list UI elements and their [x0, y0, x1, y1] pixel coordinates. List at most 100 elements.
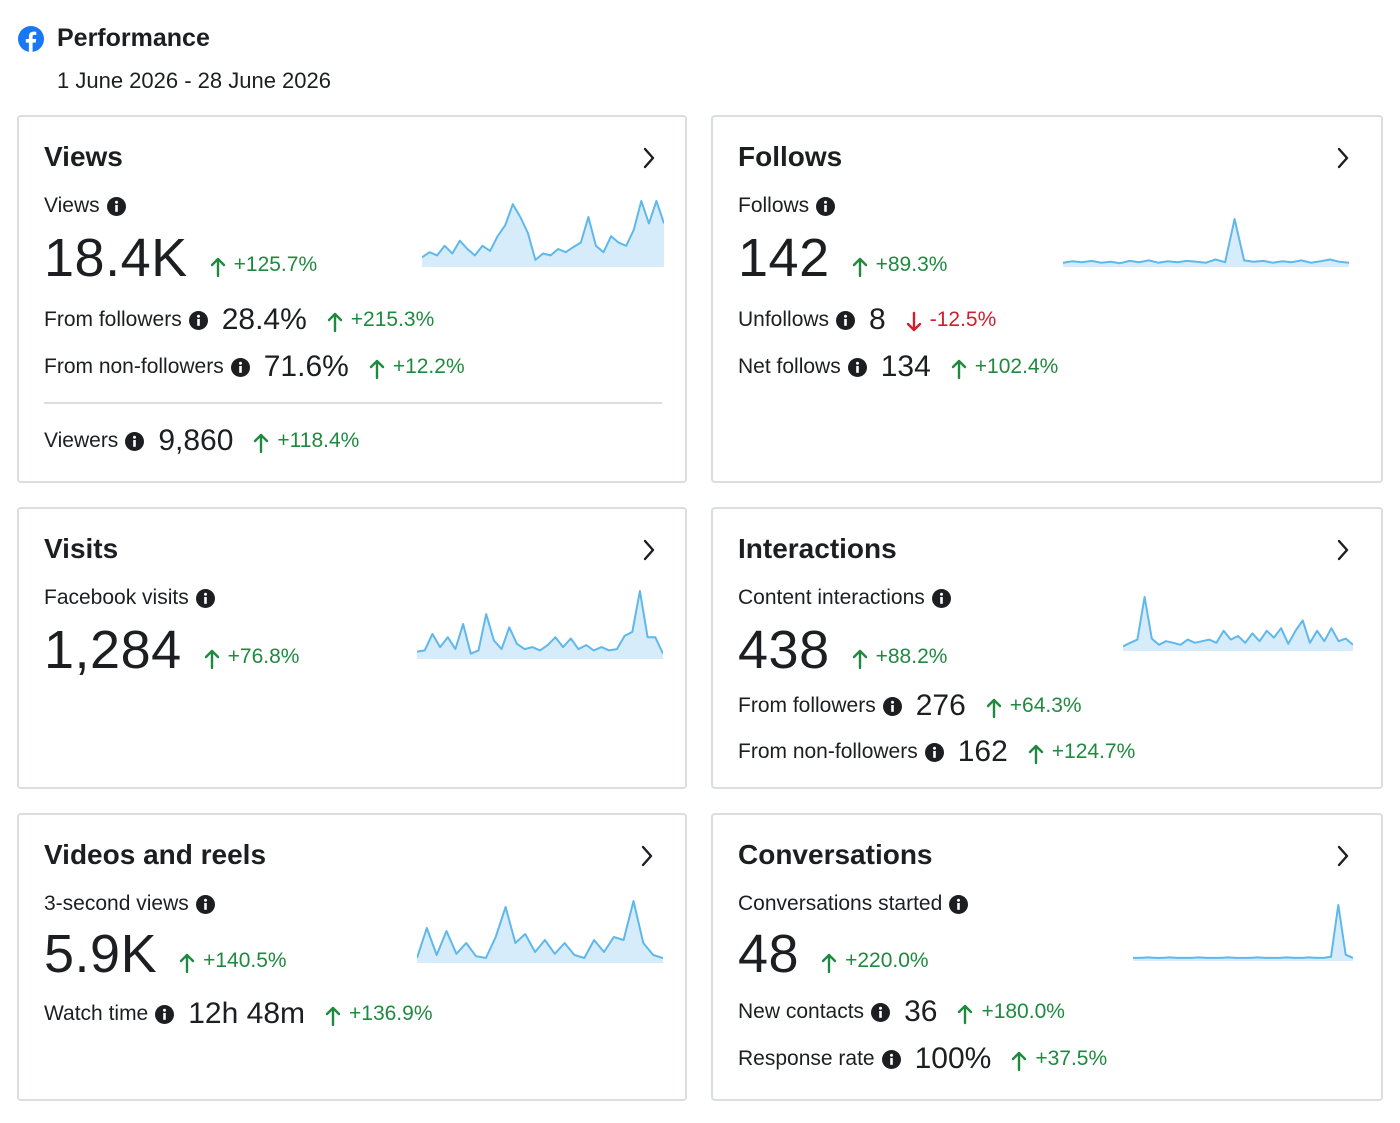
follows-value: 142 — [738, 228, 830, 288]
info-icon[interactable] — [106, 196, 126, 216]
response-rate-row: Response rate 100% +37.5% — [738, 1042, 1108, 1075]
views-from-non-followers-row: From non-followers 71.6% +12.2% — [44, 350, 465, 383]
info-icon[interactable] — [816, 196, 836, 216]
views-from-non-followers-change: +12.2% — [369, 355, 465, 380]
follows-value-row: 142 +89.3% — [738, 227, 947, 289]
info-icon[interactable] — [924, 742, 944, 762]
visits-sparkline — [417, 590, 663, 659]
visits-value-row: 1,284 +76.8% — [44, 619, 299, 681]
chevron-right-icon[interactable] — [1333, 843, 1353, 869]
visits-metric-label: Facebook visits — [44, 586, 215, 610]
arrow-up-icon — [210, 257, 225, 278]
card-title: Follows — [738, 141, 843, 172]
arrow-up-icon — [179, 953, 195, 974]
watch-time-row: Watch time 12h 48m +136.9% — [44, 997, 433, 1030]
net-follows-row: Net follows 134 +102.4% — [738, 350, 1059, 383]
visits-value: 1,284 — [44, 620, 182, 680]
info-icon[interactable] — [871, 1002, 891, 1022]
arrow-up-icon — [327, 312, 342, 333]
conversations-change: +220.0% — [821, 949, 929, 974]
info-icon[interactable] — [949, 894, 969, 914]
arrow-up-icon — [852, 257, 867, 278]
info-icon[interactable] — [195, 894, 215, 914]
videos-card[interactable]: Videos and reels 3-second views 5.9K +14… — [17, 813, 687, 1101]
sparkline-area — [422, 201, 664, 267]
sparkline-area — [1063, 219, 1349, 267]
interactions-value-row: 438 +88.2% — [738, 619, 947, 681]
page-header: Performance 1 June 2026 - 28 June 2026 — [18, 24, 331, 93]
info-icon[interactable] — [931, 588, 951, 608]
info-icon[interactable] — [195, 588, 215, 608]
viewers-change: +118.4% — [253, 429, 359, 454]
page-title: Performance — [57, 24, 210, 52]
chevron-right-icon[interactable] — [1333, 537, 1353, 563]
chevron-right-icon[interactable] — [637, 843, 657, 869]
info-icon[interactable] — [230, 357, 250, 377]
info-icon[interactable] — [125, 431, 145, 451]
sparkline-line — [1063, 218, 1349, 265]
sparkline-line — [1123, 596, 1353, 648]
info-icon[interactable] — [882, 696, 902, 716]
follows-change: +89.3% — [852, 253, 947, 278]
info-icon[interactable] — [847, 357, 867, 377]
arrow-down-icon — [906, 311, 921, 332]
info-icon[interactable] — [881, 1049, 901, 1069]
sparkline-area — [417, 591, 663, 659]
videos-value: 5.9K — [44, 924, 158, 984]
videos-sparkline — [417, 900, 663, 963]
views-from-non-followers-value: 71.6% — [263, 350, 349, 383]
visits-card[interactable]: Visits Facebook visits 1,284 +76.8% — [17, 507, 687, 789]
chevron-right-icon[interactable] — [639, 145, 659, 171]
viewers-value: 9,860 — [158, 424, 234, 457]
arrow-up-icon — [369, 359, 385, 380]
date-range: 1 June 2026 - 28 June 2026 — [57, 68, 332, 93]
videos-change: +140.5% — [179, 949, 287, 974]
watch-time-change: +136.9% — [325, 1002, 433, 1027]
card-title: Interactions — [738, 533, 897, 564]
response-rate-value: 100% — [914, 1042, 992, 1075]
follows-card[interactable]: Follows Follows 142 +89.3% Unfollows 8 -… — [711, 115, 1383, 483]
conversations-card[interactable]: Conversations Conversations started 48 +… — [711, 813, 1383, 1101]
videos-value-row: 5.9K +140.5% — [44, 923, 287, 985]
interactions-value: 438 — [738, 620, 830, 680]
interactions-sparkline — [1123, 596, 1353, 651]
sparkline-area — [1123, 597, 1353, 651]
info-icon[interactable] — [188, 310, 208, 330]
new-contacts-value: 36 — [904, 995, 938, 1028]
views-from-followers-change: +215.3% — [327, 308, 434, 333]
unfollows-row: Unfollows 8 -12.5% — [738, 303, 997, 336]
unfollows-change: -12.5% — [906, 308, 996, 332]
conversations-value: 48 — [738, 924, 800, 984]
interactions-from-non-followers-change: +124.7% — [1028, 740, 1135, 765]
views-from-followers-row: From followers 28.4% +215.3% — [44, 303, 435, 336]
interactions-from-non-followers-row: From non-followers 162 +124.7% — [738, 735, 1136, 768]
card-title: Views — [44, 141, 123, 172]
visits-change: +76.8% — [204, 645, 299, 670]
interactions-from-followers-value: 276 — [915, 689, 966, 722]
interactions-from-followers-row: From followers 276 +64.3% — [738, 689, 1082, 722]
views-sparkline — [422, 200, 664, 267]
net-follows-value: 134 — [880, 350, 931, 383]
viewers-row: Viewers 9,860 +118.4% — [44, 424, 360, 457]
arrow-up-icon — [958, 1004, 973, 1025]
views-value-row: 18.4K +125.7% — [44, 227, 317, 289]
info-icon[interactable] — [836, 310, 856, 330]
net-follows-change: +102.4% — [951, 355, 1058, 380]
chevron-right-icon[interactable] — [1333, 145, 1353, 171]
chevron-right-icon[interactable] — [639, 537, 659, 563]
sparkline-area — [1133, 905, 1353, 961]
conversations-value-row: 48 +220.0% — [738, 923, 929, 985]
views-metric-label: Views — [44, 194, 126, 218]
arrow-up-icon — [951, 359, 966, 380]
conversations-metric-label: Conversations started — [738, 892, 969, 916]
arrow-up-icon — [325, 1006, 341, 1027]
card-title: Videos and reels — [44, 839, 267, 870]
card-title: Conversations — [738, 839, 933, 870]
interactions-card[interactable]: Interactions Content interactions 438 +8… — [711, 507, 1383, 789]
views-card[interactable]: Views Views 18.4K +125.7% From followers… — [17, 115, 687, 483]
arrow-up-icon — [1012, 1051, 1027, 1072]
divider — [44, 402, 662, 404]
info-icon[interactable] — [155, 1004, 175, 1024]
interactions-from-followers-change: +64.3% — [986, 694, 1082, 719]
arrow-up-icon — [852, 649, 867, 670]
